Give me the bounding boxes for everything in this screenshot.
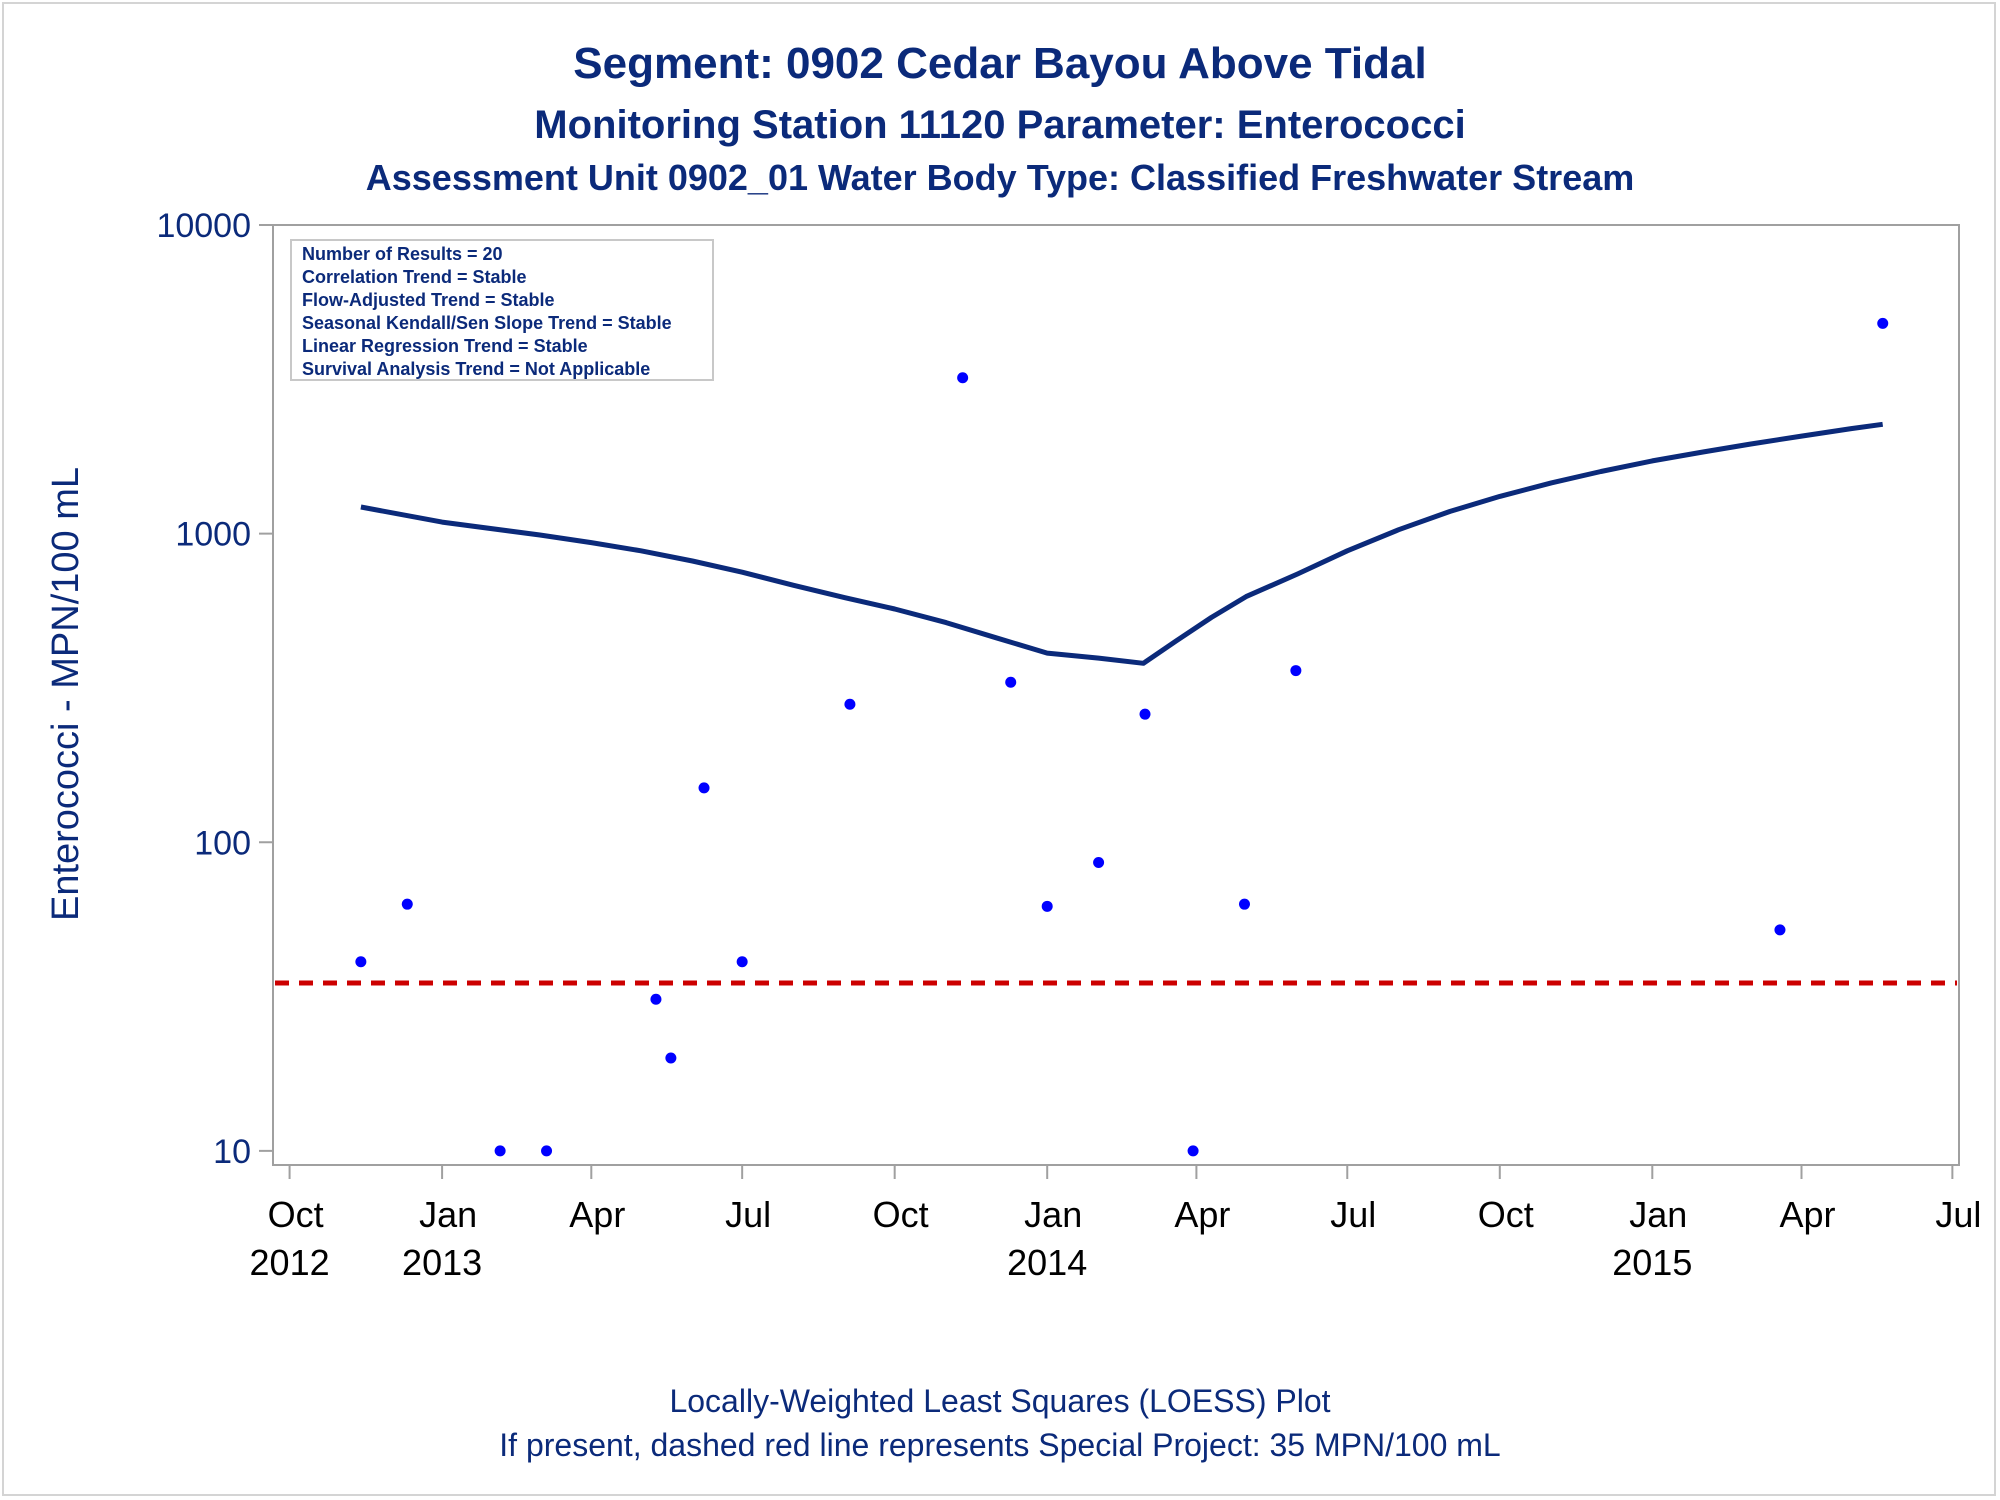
x-tick-year-label: 2012 bbox=[250, 1242, 330, 1283]
x-tick-label: Oct bbox=[873, 1194, 929, 1235]
data-point bbox=[1877, 317, 1889, 329]
data-points bbox=[355, 269, 1889, 1157]
chart-title: Segment: 0902 Cedar Bayou Above Tidal bbox=[573, 39, 1426, 88]
data-point bbox=[1290, 665, 1302, 677]
legend-line: Correlation Trend = Stable bbox=[302, 267, 527, 287]
data-point bbox=[401, 898, 413, 910]
data-point bbox=[1093, 856, 1105, 868]
trend-legend: Number of Results = 20 Correlation Trend… bbox=[290, 239, 714, 381]
x-tick-label: Apr bbox=[1174, 1194, 1230, 1235]
data-point bbox=[355, 956, 367, 968]
x-tick-year-label: 2013 bbox=[402, 1242, 482, 1283]
chart-subtitle: Monitoring Station 11120 Parameter: Ente… bbox=[534, 103, 1465, 147]
data-point bbox=[844, 698, 856, 710]
data-point bbox=[736, 956, 748, 968]
x-tick-label: Apr bbox=[569, 1194, 625, 1235]
x-tick-label: Jul bbox=[1935, 1194, 1981, 1235]
x-tick-label: Jan bbox=[1629, 1194, 1687, 1235]
x-tick-label: Jul bbox=[1330, 1194, 1376, 1235]
y-axis-label: Enterococci - MPN/100 mL bbox=[45, 467, 87, 921]
y-tick-label: 10 bbox=[213, 1133, 251, 1171]
data-point bbox=[1005, 676, 1017, 688]
footnote-loess: Locally-Weighted Least Squares (LOESS) P… bbox=[669, 1383, 1330, 1419]
x-tick-label: Jan bbox=[419, 1194, 477, 1235]
y-axis: 10 100 1000 10000 bbox=[156, 207, 273, 1171]
legend-line: Linear Regression Trend = Stable bbox=[302, 336, 588, 356]
data-point bbox=[1774, 924, 1786, 936]
x-tick-label: Jan bbox=[1024, 1194, 1082, 1235]
data-point bbox=[1139, 708, 1151, 720]
data-point bbox=[494, 1145, 506, 1157]
x-tick-year-label: 2015 bbox=[1612, 1242, 1692, 1283]
x-tick-label: Apr bbox=[1779, 1194, 1835, 1235]
data-point bbox=[698, 782, 710, 794]
x-tick-label: Jul bbox=[725, 1194, 771, 1235]
data-point bbox=[1041, 900, 1053, 912]
x-tick-label: Oct bbox=[268, 1194, 324, 1235]
legend-line: Number of Results = 20 bbox=[302, 244, 503, 264]
legend-line: Seasonal Kendall/Sen Slope Trend = Stabl… bbox=[302, 313, 672, 333]
x-tick-year-label: 2014 bbox=[1007, 1242, 1087, 1283]
data-point bbox=[650, 993, 662, 1005]
footnote-reference: If present, dashed red line represents S… bbox=[499, 1427, 1500, 1463]
loess-line bbox=[360, 421, 1884, 666]
data-point bbox=[665, 1052, 677, 1064]
loess-layer bbox=[360, 421, 1884, 666]
data-point bbox=[1187, 1145, 1199, 1157]
legend-box bbox=[290, 239, 714, 381]
chart-subtitle-2: Assessment Unit 0902_01 Water Body Type:… bbox=[366, 157, 1635, 198]
y-tick-label: 10000 bbox=[156, 207, 251, 245]
y-tick-label: 1000 bbox=[175, 516, 251, 554]
data-point bbox=[1238, 898, 1250, 910]
data-point bbox=[541, 1145, 553, 1157]
legend-line: Flow-Adjusted Trend = Stable bbox=[302, 290, 555, 310]
legend-line: Survival Analysis Trend = Not Applicable bbox=[302, 359, 650, 379]
plot-area bbox=[272, 224, 1960, 1166]
x-axis: Oct 2012 Jan 2013 Apr Jul Oct Jan 2014 Apr Jul Oct J… bbox=[250, 1165, 1981, 1283]
y-tick-label: 100 bbox=[194, 824, 251, 862]
x-tick-label: Oct bbox=[1478, 1194, 1534, 1235]
data-point bbox=[957, 372, 969, 384]
